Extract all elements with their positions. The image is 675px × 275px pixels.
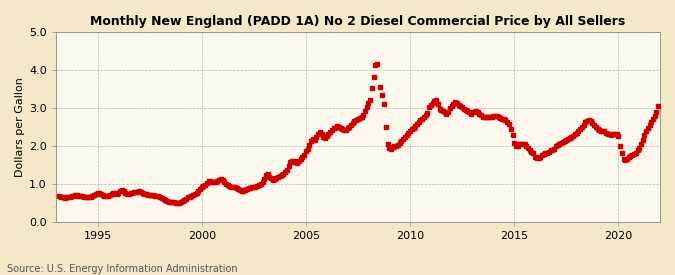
Title: Monthly New England (PADD 1A) No 2 Diesel Commercial Price by All Sellers: Monthly New England (PADD 1A) No 2 Diese… <box>90 15 626 28</box>
Y-axis label: Dollars per Gallon: Dollars per Gallon <box>15 77 25 177</box>
Text: Source: U.S. Energy Information Administration: Source: U.S. Energy Information Administ… <box>7 264 238 274</box>
